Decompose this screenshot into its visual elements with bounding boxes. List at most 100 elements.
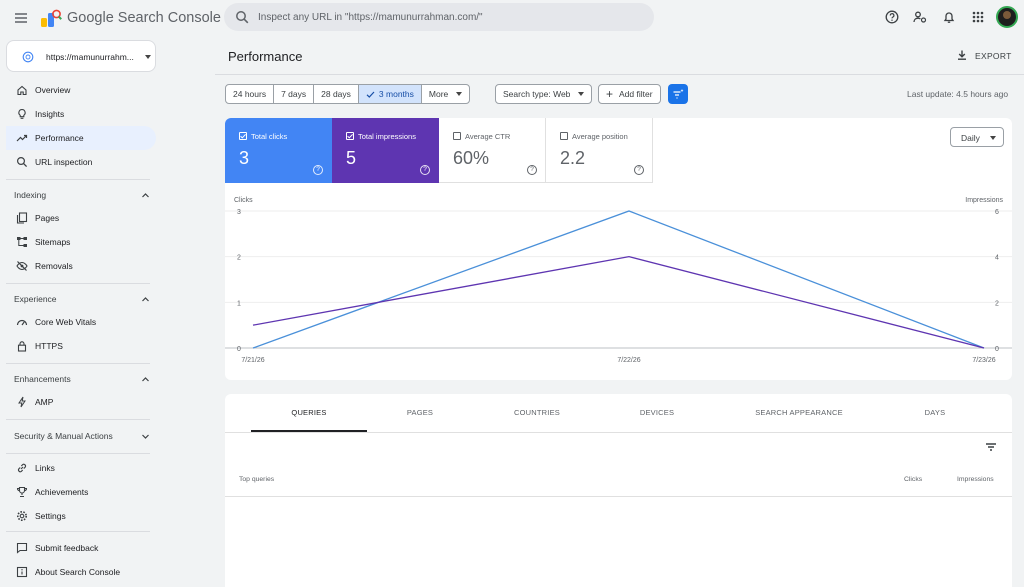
nav-links[interactable]: Links — [6, 456, 156, 480]
header-row-divider — [225, 496, 1012, 497]
range-3-months[interactable]: 3 months — [357, 84, 422, 104]
nav-core-web-vitals[interactable]: Core Web Vitals — [6, 310, 156, 334]
section-enhancements[interactable]: Enhancements — [6, 370, 154, 388]
search-type-dropdown[interactable]: Search type: Web — [495, 84, 593, 104]
nav-insights[interactable]: Insights — [6, 102, 156, 126]
nav-amp[interactable]: AMP — [6, 390, 156, 414]
column-header-top-queries[interactable]: Top queries — [239, 476, 275, 483]
checkbox-checked-icon — [346, 132, 354, 140]
advanced-filter-button[interactable] — [668, 84, 688, 104]
metric-name: Total clicks — [251, 132, 288, 141]
lightning-icon — [16, 396, 28, 408]
plus-icon: + — [606, 87, 614, 101]
metric-name: Average position — [572, 132, 628, 141]
speed-gauge-icon — [16, 316, 28, 328]
chevron-down-icon — [145, 55, 151, 59]
y-left-tick-label: 1 — [237, 300, 241, 307]
tab-countries[interactable]: COUNTRIES — [514, 408, 560, 417]
property-selector[interactable]: https://mamunurrahm... — [6, 40, 156, 72]
apps-grid-icon[interactable] — [971, 10, 985, 24]
help-icon[interactable]: ? — [420, 165, 430, 175]
help-icon[interactable]: ? — [527, 165, 537, 175]
section-indexing[interactable]: Indexing — [6, 186, 154, 204]
nav-label: AMP — [35, 397, 54, 407]
range-24-hours[interactable]: 24 hours — [225, 84, 275, 104]
chevron-down-icon — [990, 136, 996, 140]
metric-average-position[interactable]: Average position 2.2 ? — [546, 118, 653, 183]
nav-about-search-console[interactable]: About Search Console — [6, 560, 156, 584]
y-right-tick-label: 0 — [995, 346, 999, 353]
column-header-clicks[interactable]: Clicks — [904, 476, 923, 483]
metric-average-ctr[interactable]: Average CTR 60% ? — [439, 118, 546, 183]
tab-pages[interactable]: PAGES — [406, 408, 434, 417]
nav-label: Submit feedback — [35, 543, 99, 553]
chevron-down-icon — [141, 432, 150, 441]
granularity-dropdown[interactable]: Daily — [950, 127, 1004, 147]
sidebar-divider — [6, 283, 150, 284]
section-experience[interactable]: Experience — [6, 290, 154, 308]
nav-label: Settings — [35, 511, 66, 521]
nav-sitemaps[interactable]: Sitemaps — [6, 230, 156, 254]
gear-icon — [16, 510, 28, 522]
metric-value: 3 — [239, 148, 250, 168]
feedback-icon — [16, 542, 28, 554]
y-right-tick-label: 4 — [995, 255, 999, 262]
hamburger-menu-icon[interactable] — [13, 10, 29, 26]
add-filter-button[interactable]: + Add filter — [598, 84, 661, 104]
range-label: 3 months — [378, 89, 414, 99]
nav-label: About Search Console — [35, 567, 121, 577]
x-tick-label: 7/21/26 — [241, 357, 264, 364]
tab-days[interactable]: DAYS — [924, 408, 946, 417]
range-more[interactable]: More — [420, 84, 471, 104]
sidebar-divider — [6, 179, 150, 180]
tab-devices[interactable]: DEVICES — [639, 408, 675, 417]
metric-total-clicks[interactable]: Total clicks 3 ? — [225, 118, 332, 183]
sidebar-divider — [6, 363, 150, 364]
section-security-manual-actions[interactable]: Security & Manual Actions — [6, 427, 154, 445]
nav-label: Achievements — [35, 487, 89, 497]
table-filter-icon[interactable] — [984, 440, 998, 454]
property-url: https://mamunurrahm... — [46, 52, 134, 62]
column-header-impressions[interactable]: Impressions — [957, 476, 994, 483]
granularity-label: Daily — [961, 133, 980, 143]
checkbox-unchecked-icon — [453, 132, 461, 140]
tab-search-appearance[interactable]: SEARCH APPEARANCE — [755, 408, 843, 417]
nav-performance[interactable]: Performance — [6, 126, 156, 150]
y-right-tick-label: 2 — [995, 300, 999, 307]
url-inspect-input[interactable] — [258, 7, 638, 27]
manage-users-icon[interactable] — [913, 10, 927, 24]
nav-label: Sitemaps — [35, 237, 71, 247]
details-table-card: QUERIES PAGES COUNTRIES DEVICES SEARCH A… — [225, 394, 1012, 587]
x-tick-label: 7/23/26 — [972, 357, 995, 364]
nav-label: Performance — [35, 133, 84, 143]
range-28-days[interactable]: 28 days — [313, 84, 359, 104]
y-left-tick-label: 2 — [237, 255, 241, 262]
performance-chart-card: Total clicks 3 ? Total impressions 5 ? A… — [225, 118, 1012, 380]
nav-label: HTTPS — [35, 341, 63, 351]
tab-queries[interactable]: QUERIES — [251, 394, 367, 432]
nav-url-inspection[interactable]: URL inspection — [6, 150, 156, 174]
url-inspect-search[interactable] — [224, 3, 654, 31]
lightbulb-icon — [16, 108, 28, 120]
range-label: More — [428, 89, 449, 99]
notifications-bell-icon[interactable] — [942, 10, 956, 24]
help-icon[interactable] — [885, 10, 899, 24]
nav-settings[interactable]: Settings — [6, 504, 156, 528]
chevron-up-icon — [141, 191, 150, 200]
nav-submit-feedback[interactable]: Submit feedback — [6, 536, 156, 560]
nav-removals[interactable]: Removals — [6, 254, 156, 278]
account-avatar[interactable] — [996, 6, 1018, 28]
y-left-tick-label: 0 — [237, 346, 241, 353]
nav-https[interactable]: HTTPS — [6, 334, 156, 358]
nav-achievements[interactable]: Achievements — [6, 480, 156, 504]
help-icon[interactable]: ? — [313, 165, 323, 175]
section-label: Indexing — [14, 190, 47, 200]
nav-pages[interactable]: Pages — [6, 206, 156, 230]
header-divider — [215, 74, 1024, 75]
x-tick-label: 7/22/26 — [617, 357, 640, 364]
chevron-down-icon — [578, 92, 585, 96]
range-7-days[interactable]: 7 days — [273, 84, 315, 104]
nav-overview[interactable]: Overview — [6, 78, 156, 102]
help-icon[interactable]: ? — [634, 165, 644, 175]
metric-total-impressions[interactable]: Total impressions 5 ? — [332, 118, 439, 183]
